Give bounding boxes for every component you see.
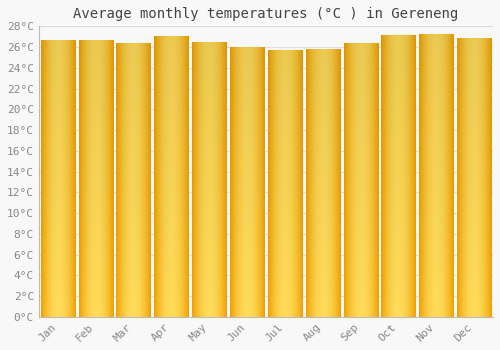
Title: Average monthly temperatures (°C ) in Gereneng: Average monthly temperatures (°C ) in Ge… (74, 7, 458, 21)
